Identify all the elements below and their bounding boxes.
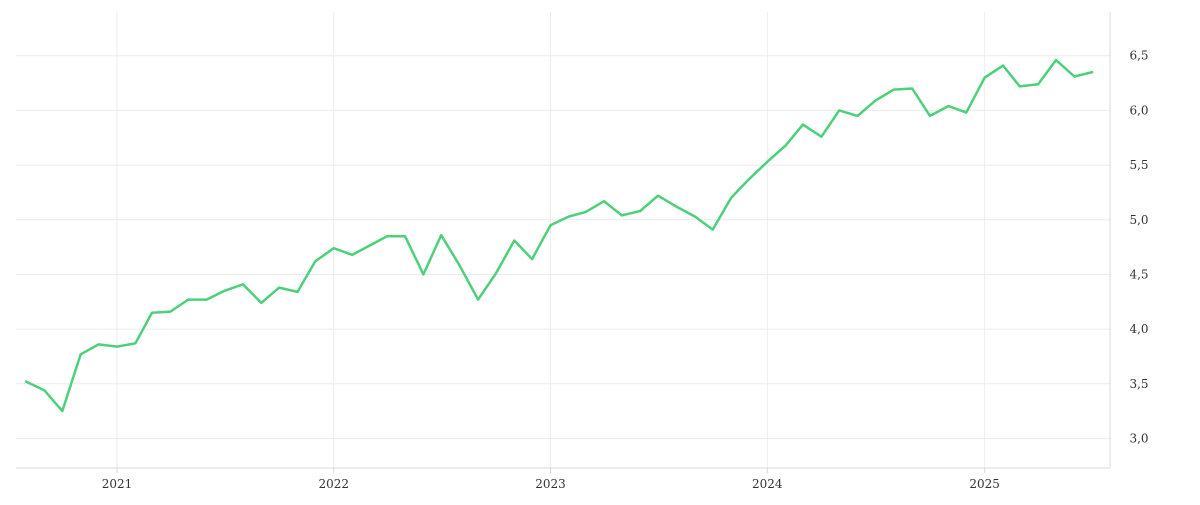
x-tick-label: 2023 [535, 477, 566, 491]
y-tick-label: 3,5 [1129, 377, 1148, 391]
x-tick-label: 2024 [752, 477, 783, 491]
x-tick-label: 2021 [102, 477, 133, 491]
x-tick-label: 2025 [969, 477, 1000, 491]
x-tick-label: 2022 [318, 477, 349, 491]
series-layer [24, 58, 1094, 413]
axes [16, 12, 1111, 473]
y-tick-label: 4,5 [1129, 267, 1148, 281]
y-tick-label: 5,5 [1129, 158, 1148, 172]
y-tick-label: 6,5 [1129, 49, 1148, 63]
tick-labels: 3,0 3,5 4,0 4,5 5,0 5,5 6,0 6,5 2021 2022 2023 2024… [102, 49, 1149, 491]
y-tick-label: 6,0 [1129, 103, 1148, 117]
series-line [24, 58, 1094, 413]
grid-lines [16, 12, 1110, 468]
y-tick-label: 4,0 [1129, 322, 1148, 336]
y-tick-label: 3,0 [1129, 431, 1148, 445]
y-tick-label: 5,0 [1129, 213, 1148, 227]
